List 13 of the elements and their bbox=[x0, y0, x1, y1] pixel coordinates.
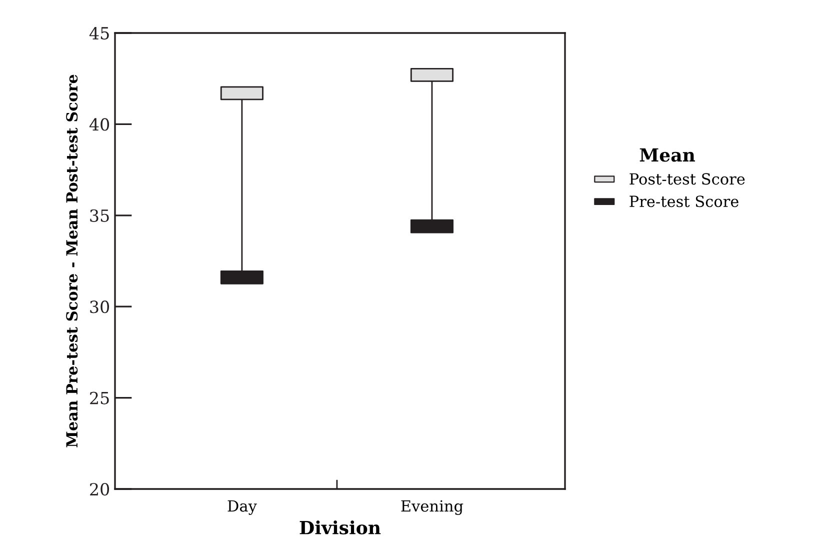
y-axis-title: Mean Pre-test Score - Mean Post-test Score bbox=[66, 74, 78, 448]
y-tick-label: 25 bbox=[90, 392, 109, 404]
legend-label: Pre-test Score bbox=[630, 196, 738, 208]
legend-label: Post-test Score bbox=[630, 173, 745, 185]
x-tick-label: Evening bbox=[401, 500, 464, 515]
y-tick-label: 45 bbox=[89, 26, 109, 40]
legend-title: Mean bbox=[640, 148, 695, 162]
x-axis-title: Division bbox=[300, 520, 381, 534]
y-tick-label: 35 bbox=[90, 209, 109, 222]
y-tick-label: 20 bbox=[90, 482, 110, 496]
x-tick-label: Day bbox=[228, 500, 257, 515]
y-tick-label: 40 bbox=[89, 118, 110, 131]
y-tick-label: 30 bbox=[90, 300, 110, 314]
